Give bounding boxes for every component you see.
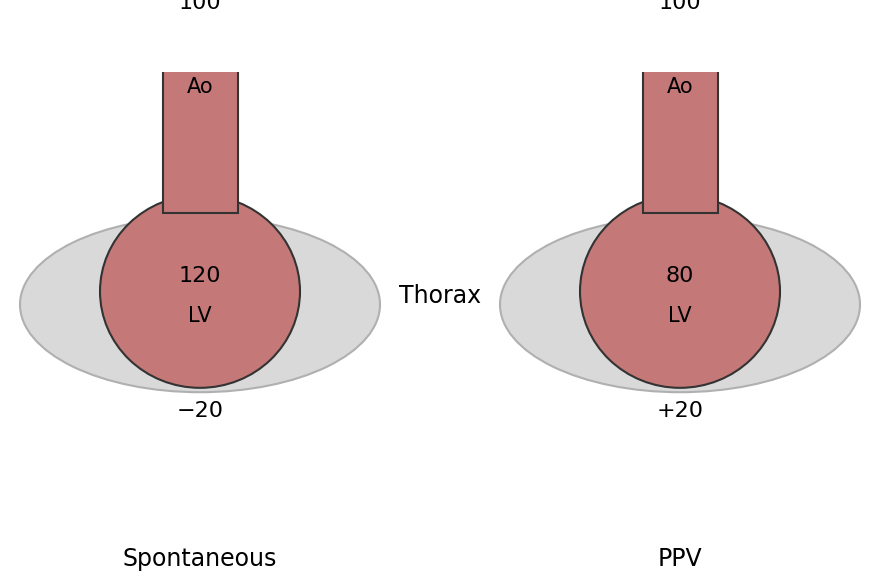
Text: Ao: Ao — [186, 77, 214, 97]
Text: +20: +20 — [656, 401, 704, 421]
Ellipse shape — [580, 195, 780, 388]
Text: LV: LV — [668, 306, 692, 326]
Text: 100: 100 — [178, 0, 221, 13]
Text: 100: 100 — [659, 0, 702, 13]
Text: 120: 120 — [178, 266, 221, 285]
Text: LV: LV — [188, 306, 212, 326]
FancyBboxPatch shape — [642, 20, 718, 212]
Text: PPV: PPV — [658, 547, 703, 571]
Text: Spontaneous: Spontaneous — [123, 547, 277, 571]
Text: Ao: Ao — [667, 77, 693, 97]
FancyBboxPatch shape — [163, 20, 237, 212]
Text: −20: −20 — [177, 401, 223, 421]
Ellipse shape — [20, 217, 380, 392]
Text: Thorax: Thorax — [399, 284, 481, 308]
Ellipse shape — [100, 195, 300, 388]
Text: 80: 80 — [666, 266, 694, 285]
Ellipse shape — [500, 217, 860, 392]
